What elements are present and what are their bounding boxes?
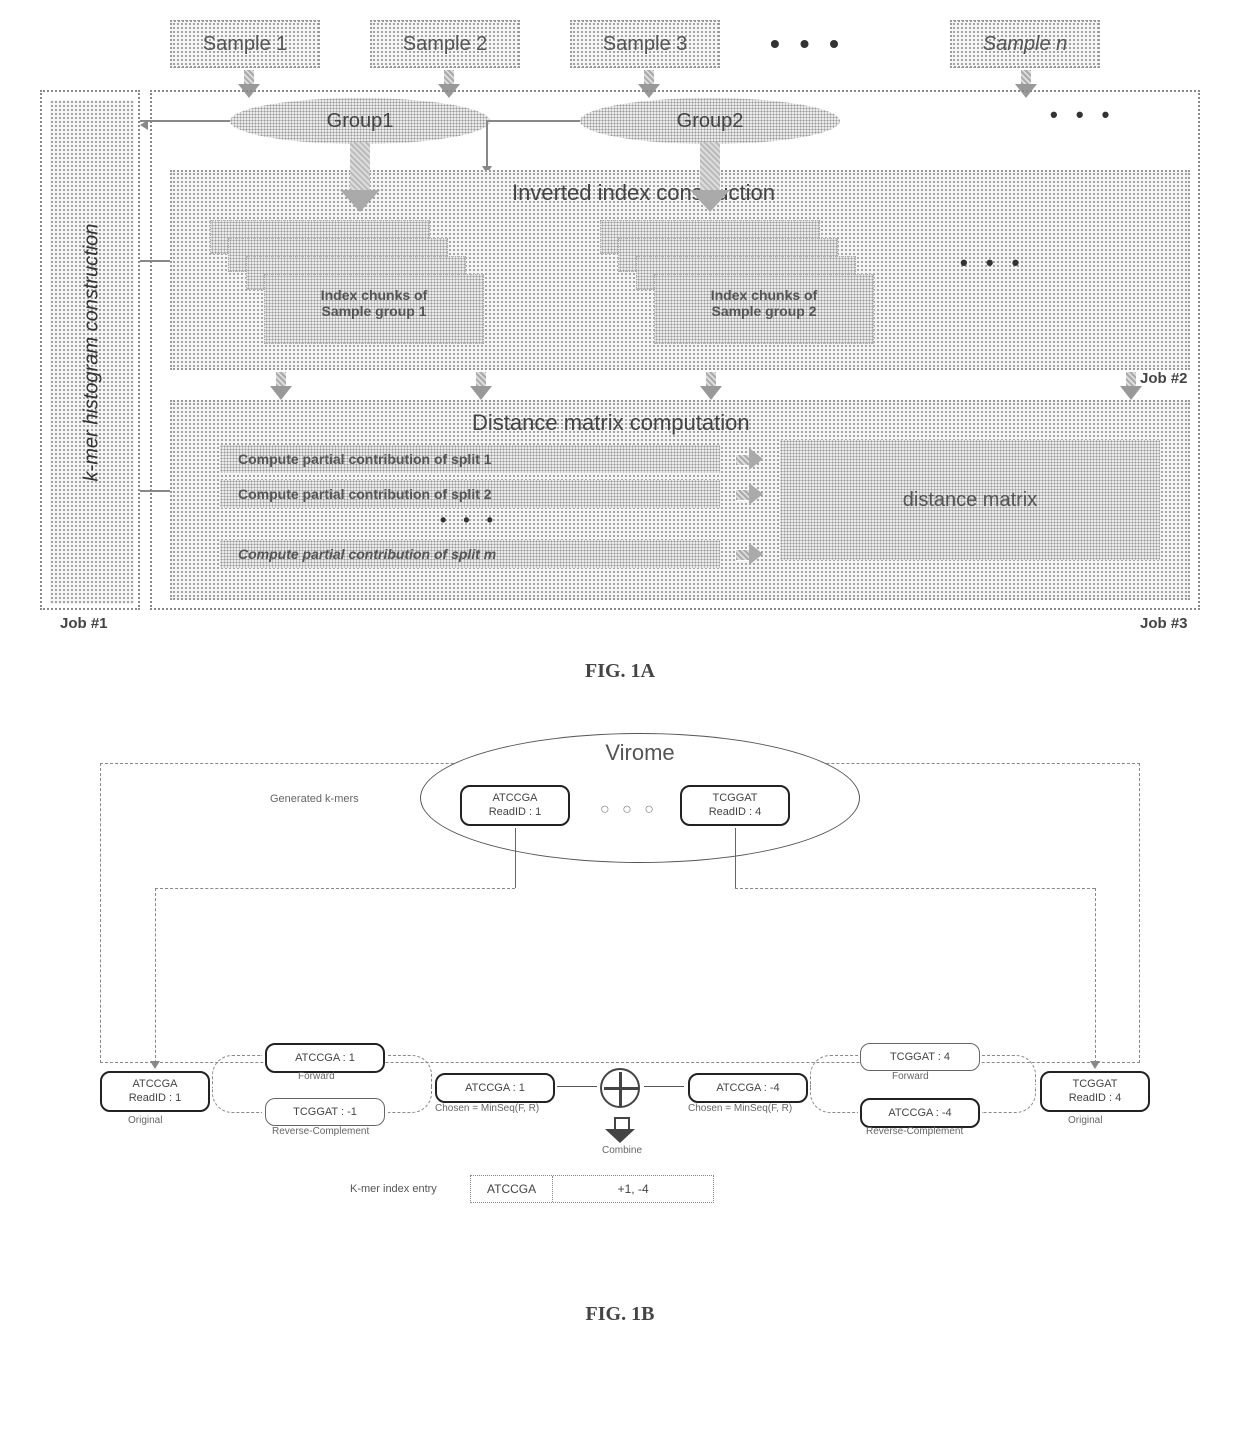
split-bar-1: Compute partial contribution of split 1 [220,445,720,473]
arrowhead-icon [150,1061,160,1069]
distance-matrix-block: distance matrix [780,440,1160,560]
virome-dots: ○ ○ ○ [600,801,658,819]
curve-arrow [388,1085,432,1113]
index-entry-vals: +1, -4 [553,1176,713,1202]
arrowhead-icon [140,120,148,130]
fig1b-canvas: Virome Generated k-mers ATCCGA ReadID : … [40,733,1200,1283]
kmer-histogram-label: k-mer histogram construction [81,223,104,481]
connector-line [488,120,580,122]
connector-line [1095,888,1096,1063]
arrow-icon [735,483,765,505]
job2-label: Job #2 [1140,370,1188,387]
curve-arrow [212,1055,262,1085]
split-ellipsis: • • • [440,510,499,531]
chunks-ellipsis: • • • [960,250,1025,276]
index-entry-key: ATCCGA [471,1176,553,1202]
connector-line [735,828,736,888]
generated-kmers-label: Generated k-mers [270,793,359,805]
curve-arrow [982,1087,1036,1113]
right-forward-box: TCGGAT : 4 [860,1043,980,1071]
left-chosen-box: ATCCGA : 1 [435,1073,555,1103]
right-chosen-label: Chosen = MinSeq(F, R) [688,1103,792,1114]
index-entry-table: ATCCGA +1, -4 [470,1175,714,1203]
connector-line [140,490,170,492]
job3-label: Job #3 [1140,615,1188,632]
left-original-label: Original [128,1115,162,1126]
figure-1a: Sample 1 Sample 2 Sample 3 • • • Sample … [40,20,1200,683]
right-chosen-box: ATCCGA : -4 [688,1073,808,1103]
combine-label: Combine [602,1145,642,1156]
left-chosen-label: Chosen = MinSeq(F, R) [435,1103,539,1114]
connector-line [155,888,515,889]
left-forward-box: ATCCGA : 1 [265,1043,385,1073]
job1-box: k-mer histogram construction [40,90,140,610]
curve-arrow [810,1085,858,1113]
right-revcomp-label: Reverse-Complement [866,1126,963,1137]
connector-line [515,828,516,888]
left-forward-label: Forward [298,1071,335,1082]
virome-kmer-2: TCGGAT ReadID : 4 [680,785,790,826]
connector-line [155,888,156,1063]
connector-line [140,120,230,122]
sample-box-2: Sample 2 [370,20,520,68]
sample-box-3: Sample 3 [570,20,720,68]
fig1b-caption: FIG. 1B [40,1303,1200,1326]
left-original-box: ATCCGA ReadID : 1 [100,1071,210,1112]
distance-title: Distance matrix computation [472,410,750,436]
split-bar-2: Compute partial contribution of split 2 [220,480,720,508]
left-revcomp-label: Reverse-Complement [272,1126,369,1137]
arrow-icon [735,448,765,470]
curve-arrow [810,1055,858,1087]
curve-arrow [982,1055,1036,1085]
arrow-icon [735,543,765,565]
connector-line [486,120,488,168]
index-entry-label: K-mer index entry [350,1183,437,1195]
virome-kmer-1: ATCCGA ReadID : 1 [460,785,570,826]
virome-title: Virome [421,740,859,766]
arrow-icon [1120,372,1142,400]
arrowhead-icon [1090,1061,1100,1069]
inverted-index-title: Inverted index construction [512,180,775,206]
right-revcomp-box: ATCCGA : -4 [860,1098,980,1128]
samples-ellipsis: • • • [770,28,845,60]
right-original-label: Original [1068,1115,1102,1126]
curve-arrow [212,1087,262,1113]
job1-label: Job #1 [60,615,108,632]
big-arrow-icon [340,142,380,212]
connector-line [644,1086,684,1087]
fig1a-caption: FIG. 1A [40,660,1200,683]
arrow-icon [470,372,492,400]
fig1a-canvas: Sample 1 Sample 2 Sample 3 • • • Sample … [40,20,1200,640]
connector-line [557,1086,597,1087]
kmer-histogram-column: k-mer histogram construction [50,100,134,604]
split-bar-m: Compute partial contribution of split m [220,540,720,568]
left-revcomp-box: TCGGAT : -1 [265,1098,385,1126]
connector-line [735,888,1095,889]
right-forward-label: Forward [892,1071,929,1082]
curve-arrow [388,1055,432,1087]
right-original-box: TCGGAT ReadID : 4 [1040,1071,1150,1112]
sample-box-1: Sample 1 [170,20,320,68]
big-arrow-icon [690,142,730,212]
arrow-icon [270,372,292,400]
connector-line [140,260,170,262]
combine-arrow-icon [605,1117,635,1143]
figure-1b: Virome Generated k-mers ATCCGA ReadID : … [40,733,1200,1326]
combine-icon [600,1068,640,1108]
sample-box-n: Sample n [950,20,1100,68]
arrow-icon [700,372,722,400]
